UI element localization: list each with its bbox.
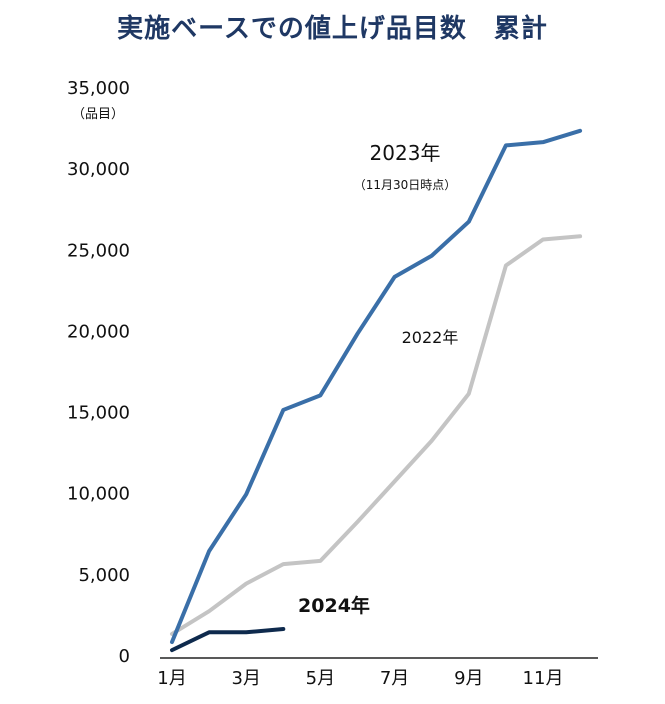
- series-label-2022: 2022年: [402, 328, 459, 347]
- series-label-2024: 2024年: [298, 594, 370, 617]
- x-tick-label: 3月: [231, 668, 260, 689]
- x-axis: 1月 3月 5月 7月 9月 11月: [157, 668, 563, 689]
- y-tick-label: 10,000: [67, 484, 130, 505]
- y-tick-label: 25,000: [67, 240, 130, 261]
- x-tick-label: 9月: [454, 668, 483, 689]
- chart-title: 実施ベースでの値上げ品目数 累計: [117, 14, 548, 44]
- y-tick-label: 35,000: [67, 78, 130, 99]
- y-tick-label: 15,000: [67, 403, 130, 424]
- y-tick-label: 20,000: [67, 321, 130, 342]
- series-line-2023: [170, 128, 583, 645]
- series-label-2023: 2023年: [370, 141, 441, 165]
- y-axis: 0 5,000 10,000 15,000 20,000 25,000 30,000 35,0…: [67, 78, 130, 667]
- series-line-2024: [170, 627, 286, 653]
- x-tick-label: 7月: [380, 668, 409, 689]
- x-tick-label: 5月: [306, 668, 335, 689]
- series-line-2022: [170, 234, 583, 636]
- y-tick-label: 30,000: [67, 159, 130, 180]
- x-tick-label: 1月: [157, 668, 186, 689]
- y-tick-label: 5,000: [78, 565, 130, 586]
- series-note-2023: （11月30日時点）: [354, 178, 457, 192]
- x-tick-label: 11月: [523, 668, 564, 689]
- series-layer: [170, 128, 583, 653]
- y-tick-label: 0: [119, 646, 130, 667]
- y-axis-unit: （品目）: [72, 107, 124, 122]
